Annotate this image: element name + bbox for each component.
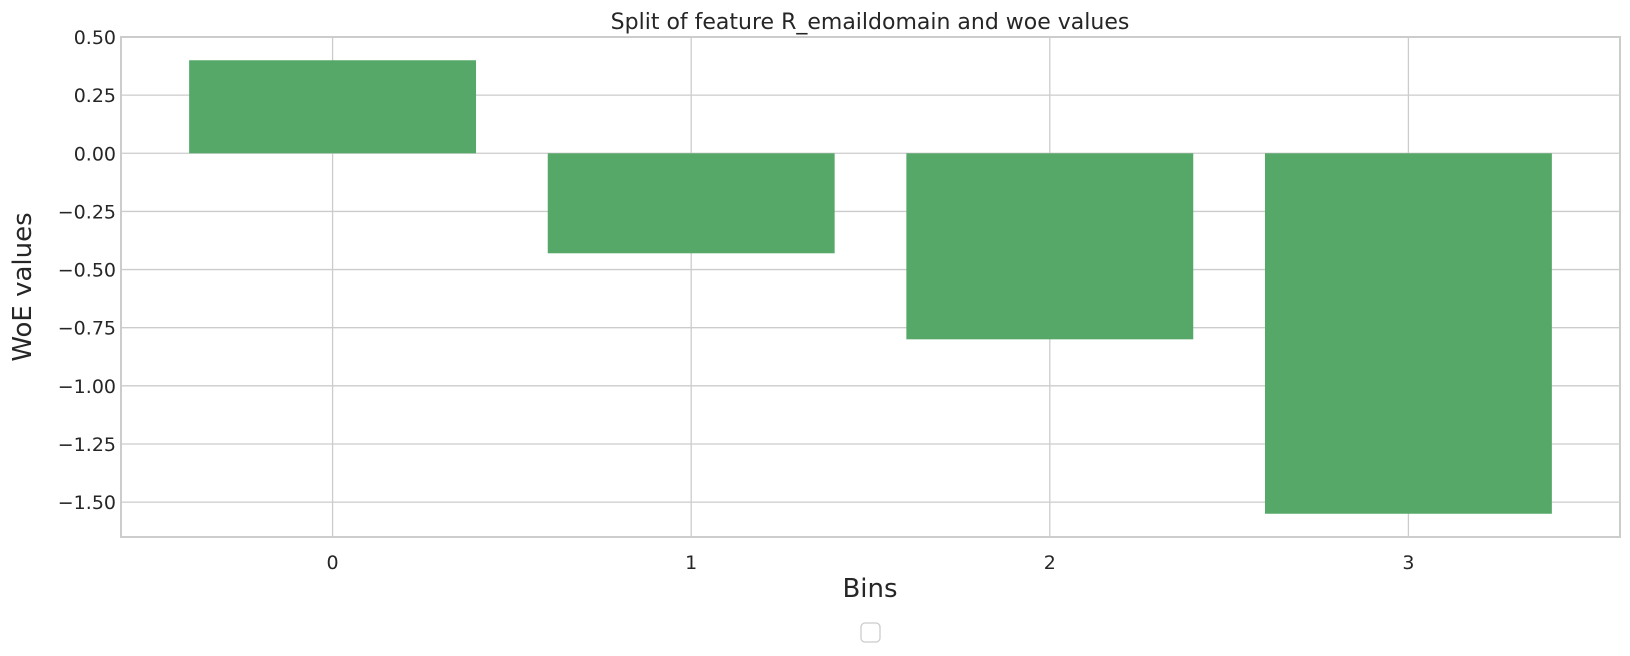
y-tick-label: −1.25 [58, 434, 116, 456]
plot-frame [120, 36, 1621, 538]
legend-box [860, 622, 881, 643]
x-tick-labels: 0 1 2 3 [327, 552, 1415, 574]
y-tick-label: 0.25 [74, 85, 116, 107]
y-tick-label: 0.00 [74, 143, 116, 165]
y-axis-label: WoE values [8, 212, 38, 361]
bar-bin-1 [547, 153, 835, 254]
y-tick-label: 0.50 [74, 27, 116, 49]
bar-bin-3 [1264, 153, 1552, 514]
x-tick-label: 1 [685, 552, 697, 574]
bars [189, 60, 1552, 514]
x-tick-label: 3 [1402, 552, 1414, 574]
y-tick-label: −0.25 [58, 201, 116, 223]
bar-bin-0 [189, 60, 477, 154]
y-tick-label: −1.00 [58, 376, 116, 398]
y-tick-label: −0.50 [58, 260, 116, 282]
chart-title: Split of feature R_emaildomain and woe v… [611, 10, 1130, 35]
y-tick-label: −1.50 [58, 492, 116, 514]
x-tick-label: 0 [327, 552, 339, 574]
bar-bin-2 [906, 153, 1194, 340]
x-tick-label: 2 [1044, 552, 1056, 574]
x-axis-label: Bins [842, 574, 897, 604]
y-tick-labels: 0.50 0.25 0.00 −0.25 −0.50 −0.75 −1.00 −1.25 −1.… [58, 27, 116, 514]
y-tick-label: −0.75 [58, 318, 116, 340]
